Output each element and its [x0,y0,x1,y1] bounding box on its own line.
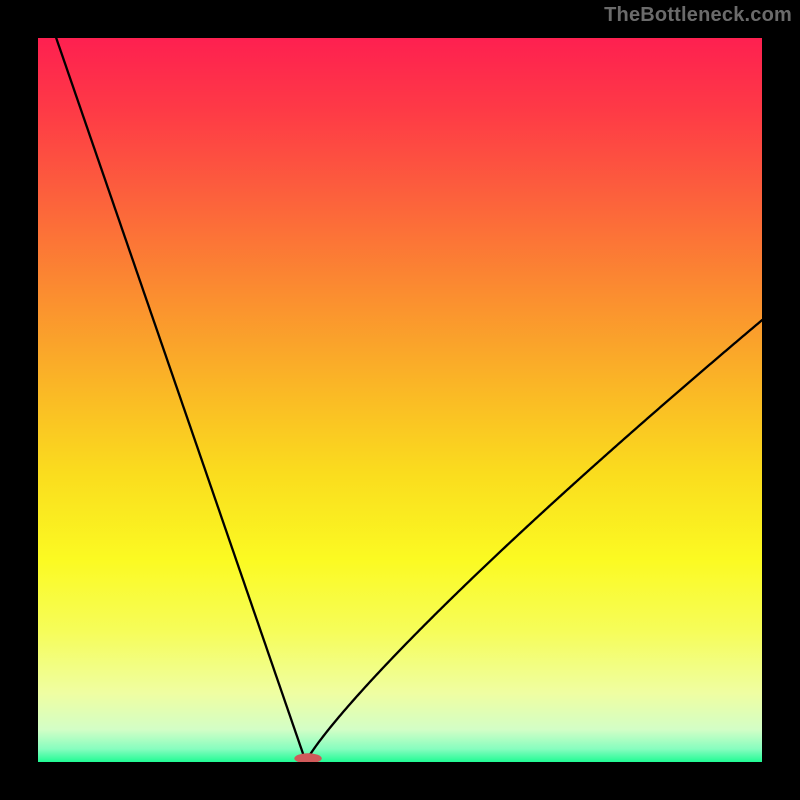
optimal-marker [294,753,322,763]
chart-container: TheBottleneck.com [0,0,800,800]
bottleneck-chart [0,0,800,800]
watermark-text: TheBottleneck.com [604,4,792,27]
plot-background [38,38,762,762]
